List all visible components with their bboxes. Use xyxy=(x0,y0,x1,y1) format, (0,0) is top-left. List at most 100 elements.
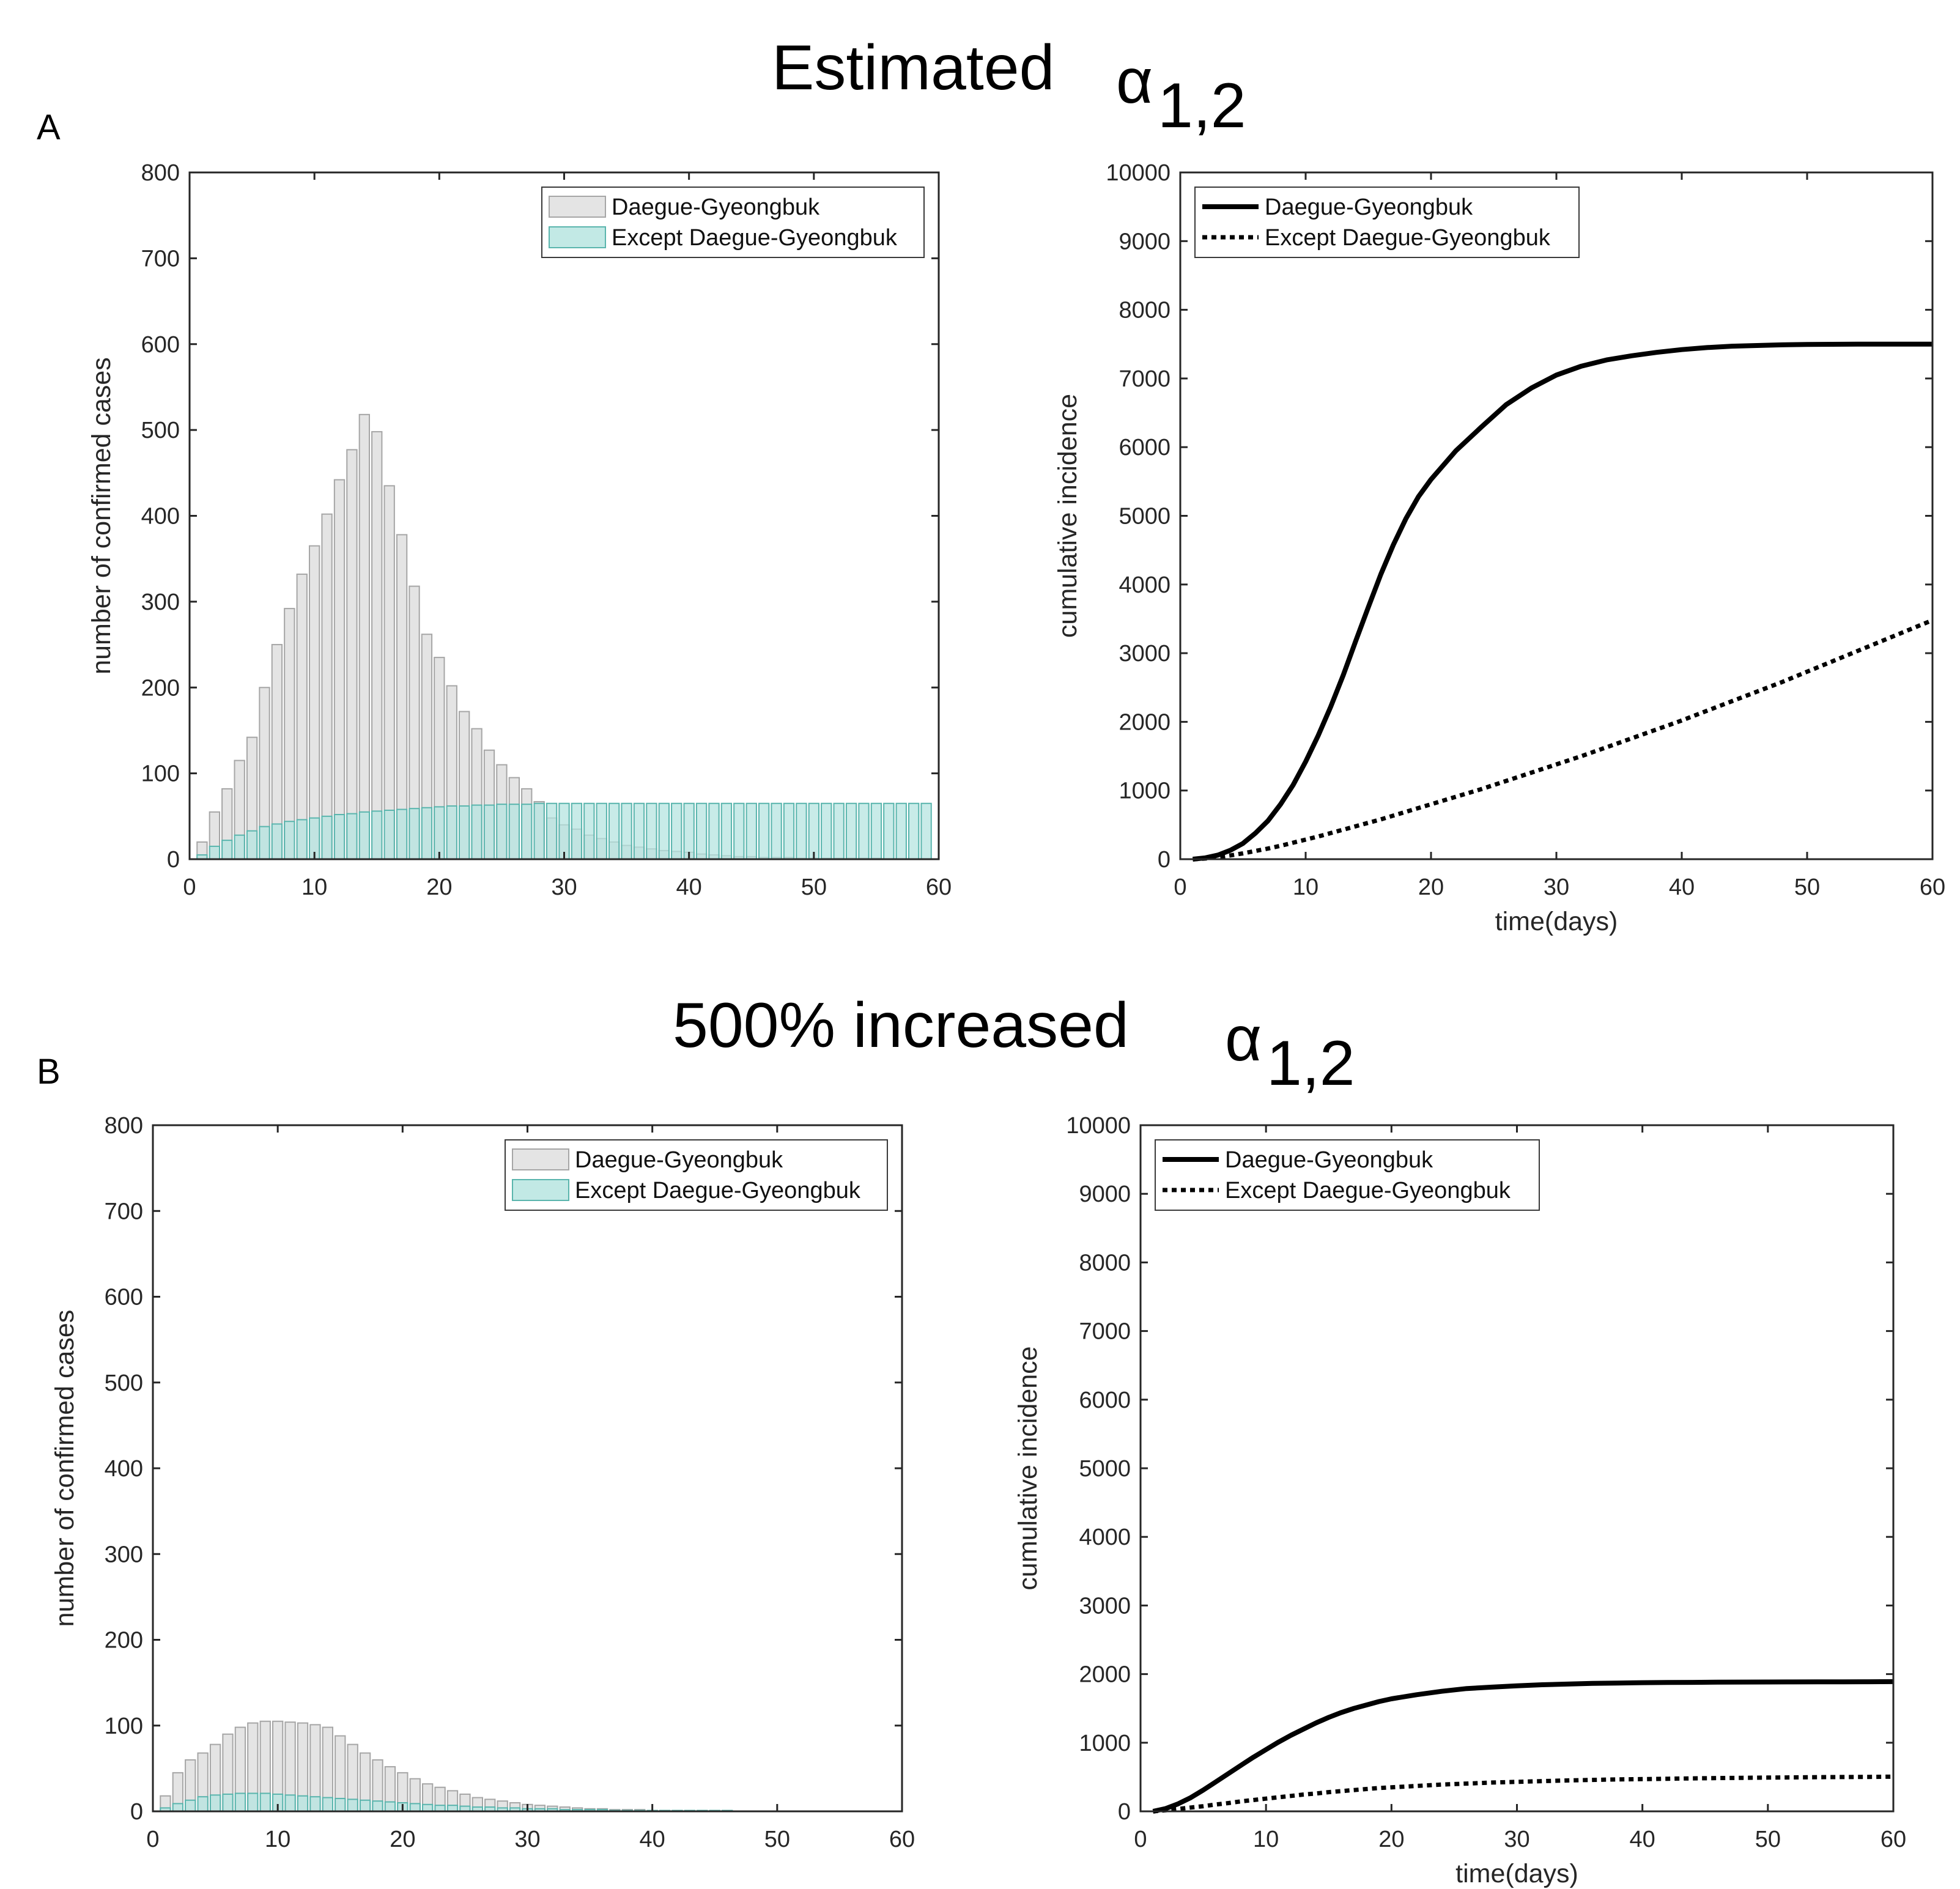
y-tick-label: 9000 xyxy=(1079,1181,1131,1207)
bar xyxy=(708,802,720,860)
x-tick-label: 30 xyxy=(514,1827,540,1852)
bar xyxy=(321,815,333,860)
y-tick-label: 3000 xyxy=(1079,1593,1131,1619)
bar xyxy=(459,805,470,860)
bar xyxy=(358,413,371,860)
bar xyxy=(296,573,308,860)
y-tick-label: 200 xyxy=(105,1628,143,1654)
bar xyxy=(234,834,245,860)
bar xyxy=(209,1794,221,1813)
y-tick-label: 600 xyxy=(105,1285,143,1310)
bar xyxy=(222,1793,234,1812)
bar xyxy=(895,802,907,860)
bar xyxy=(384,1801,396,1813)
bar xyxy=(908,802,920,860)
y-tick-label: 7000 xyxy=(1119,366,1170,392)
x-tick-label: 30 xyxy=(1504,1827,1529,1852)
x-tick-label: 30 xyxy=(551,874,577,900)
legend-label: Daegue-Gyeongbuk xyxy=(1225,1147,1433,1173)
bar xyxy=(422,1803,434,1813)
legend-swatch xyxy=(549,226,606,248)
bar xyxy=(247,1792,259,1813)
y-tick-label: 6000 xyxy=(1119,435,1170,460)
y-tick-label: 9000 xyxy=(1119,229,1170,254)
bar xyxy=(783,802,795,860)
chart-a-right-cumulative-incidence: 0 10 20 30 40 50 60 0 1000 2000 3000 4000 5000 6000 70… xyxy=(1053,160,1945,936)
bar xyxy=(596,802,607,860)
row-b-title: 500% increased α 1,2 xyxy=(673,990,1355,1099)
bar xyxy=(246,830,258,860)
x-tick-label: 0 xyxy=(183,874,196,900)
bar xyxy=(646,802,657,860)
x-tick-label: 40 xyxy=(1669,874,1695,900)
y-tick-label: 4000 xyxy=(1119,572,1170,598)
y-tick-label: 7000 xyxy=(1079,1319,1131,1345)
x-tick-label: 50 xyxy=(801,874,827,900)
y-tick-label: 8000 xyxy=(1119,298,1170,323)
chart-a-left-confirmed-cases: 0 10 20 30 40 50 600100200300400500600700800nu… xyxy=(87,160,952,900)
bar xyxy=(297,1795,309,1812)
panel-label-a: A xyxy=(37,108,61,147)
bar xyxy=(496,804,508,860)
bar xyxy=(359,1799,371,1813)
bar xyxy=(521,804,533,860)
x-axis-label: time(days) xyxy=(1455,1859,1578,1888)
bar xyxy=(372,1800,383,1812)
bar xyxy=(446,805,457,860)
legend-label: Daegue-Gyeongbuk xyxy=(1265,194,1473,220)
y-tick-label: 6000 xyxy=(1079,1388,1131,1413)
bar xyxy=(421,807,433,860)
bar xyxy=(758,802,770,860)
y-tick-label: 8000 xyxy=(1079,1250,1131,1276)
row-a-title-subscript: 1,2 xyxy=(1158,70,1246,141)
bar xyxy=(309,1796,321,1812)
x-tick-label: 60 xyxy=(1920,874,1945,900)
bar xyxy=(333,479,346,860)
x-tick-label: 10 xyxy=(1293,874,1318,900)
y-tick-label: 5000 xyxy=(1119,504,1170,530)
bar xyxy=(346,449,358,860)
x-tick-label: 60 xyxy=(889,1827,915,1852)
legend-label: Except Daegue-Gyeongbuk xyxy=(612,225,898,251)
bar xyxy=(284,1794,296,1813)
y-tick-label: 700 xyxy=(105,1199,143,1224)
y-tick-label: 0 xyxy=(130,1799,143,1825)
y-axis-label: cumulative incidence xyxy=(1013,1346,1043,1590)
bar xyxy=(796,802,807,860)
x-tick-label: 0 xyxy=(146,1827,159,1852)
bar xyxy=(434,806,445,860)
legend-box xyxy=(1155,1139,1540,1211)
legend-label: Daegue-Gyeongbuk xyxy=(575,1147,783,1173)
legend-label: Daegue-Gyeongbuk xyxy=(612,194,820,220)
bar xyxy=(545,802,558,860)
legend-label: Except Daegue-Gyeongbuk xyxy=(1265,225,1551,251)
bar xyxy=(197,1796,209,1812)
chart-b-left-confirmed-cases: 0 10 20 30 40 50 600100200300400500600700800nu… xyxy=(50,1113,915,1852)
bar xyxy=(745,802,757,860)
row-b-title-subscript: 1,2 xyxy=(1267,1028,1355,1099)
x-tick-label: 50 xyxy=(1755,1827,1781,1852)
x-tick-label: 30 xyxy=(1544,874,1569,900)
bar xyxy=(221,840,233,860)
x-axis-label: time(days) xyxy=(1495,907,1618,936)
bar xyxy=(335,1797,346,1812)
bar xyxy=(583,802,595,860)
bar xyxy=(858,802,870,860)
x-tick-label: 0 xyxy=(1174,874,1186,900)
y-tick-label: 300 xyxy=(105,1542,143,1567)
y-tick-label: 800 xyxy=(105,1113,143,1139)
plot-area xyxy=(1180,172,1932,859)
bar xyxy=(333,814,346,860)
y-tick-label: 700 xyxy=(141,246,180,272)
bar xyxy=(733,802,745,860)
y-tick-label: 0 xyxy=(1118,1799,1131,1825)
bar xyxy=(321,513,333,860)
row-a-title-text: Estimated xyxy=(772,32,1054,103)
legend: Daegue-Gyeongbuk Except Daegue-Gyeongbuk xyxy=(1194,187,1580,258)
legend: Daegue-Gyeongbuk Except Daegue-Gyeongbuk xyxy=(541,187,925,258)
bar xyxy=(309,545,320,860)
legend-label: Except Daegue-Gyeongbuk xyxy=(1225,1178,1511,1203)
bar xyxy=(671,802,682,860)
y-tick-label: 0 xyxy=(1158,847,1170,873)
